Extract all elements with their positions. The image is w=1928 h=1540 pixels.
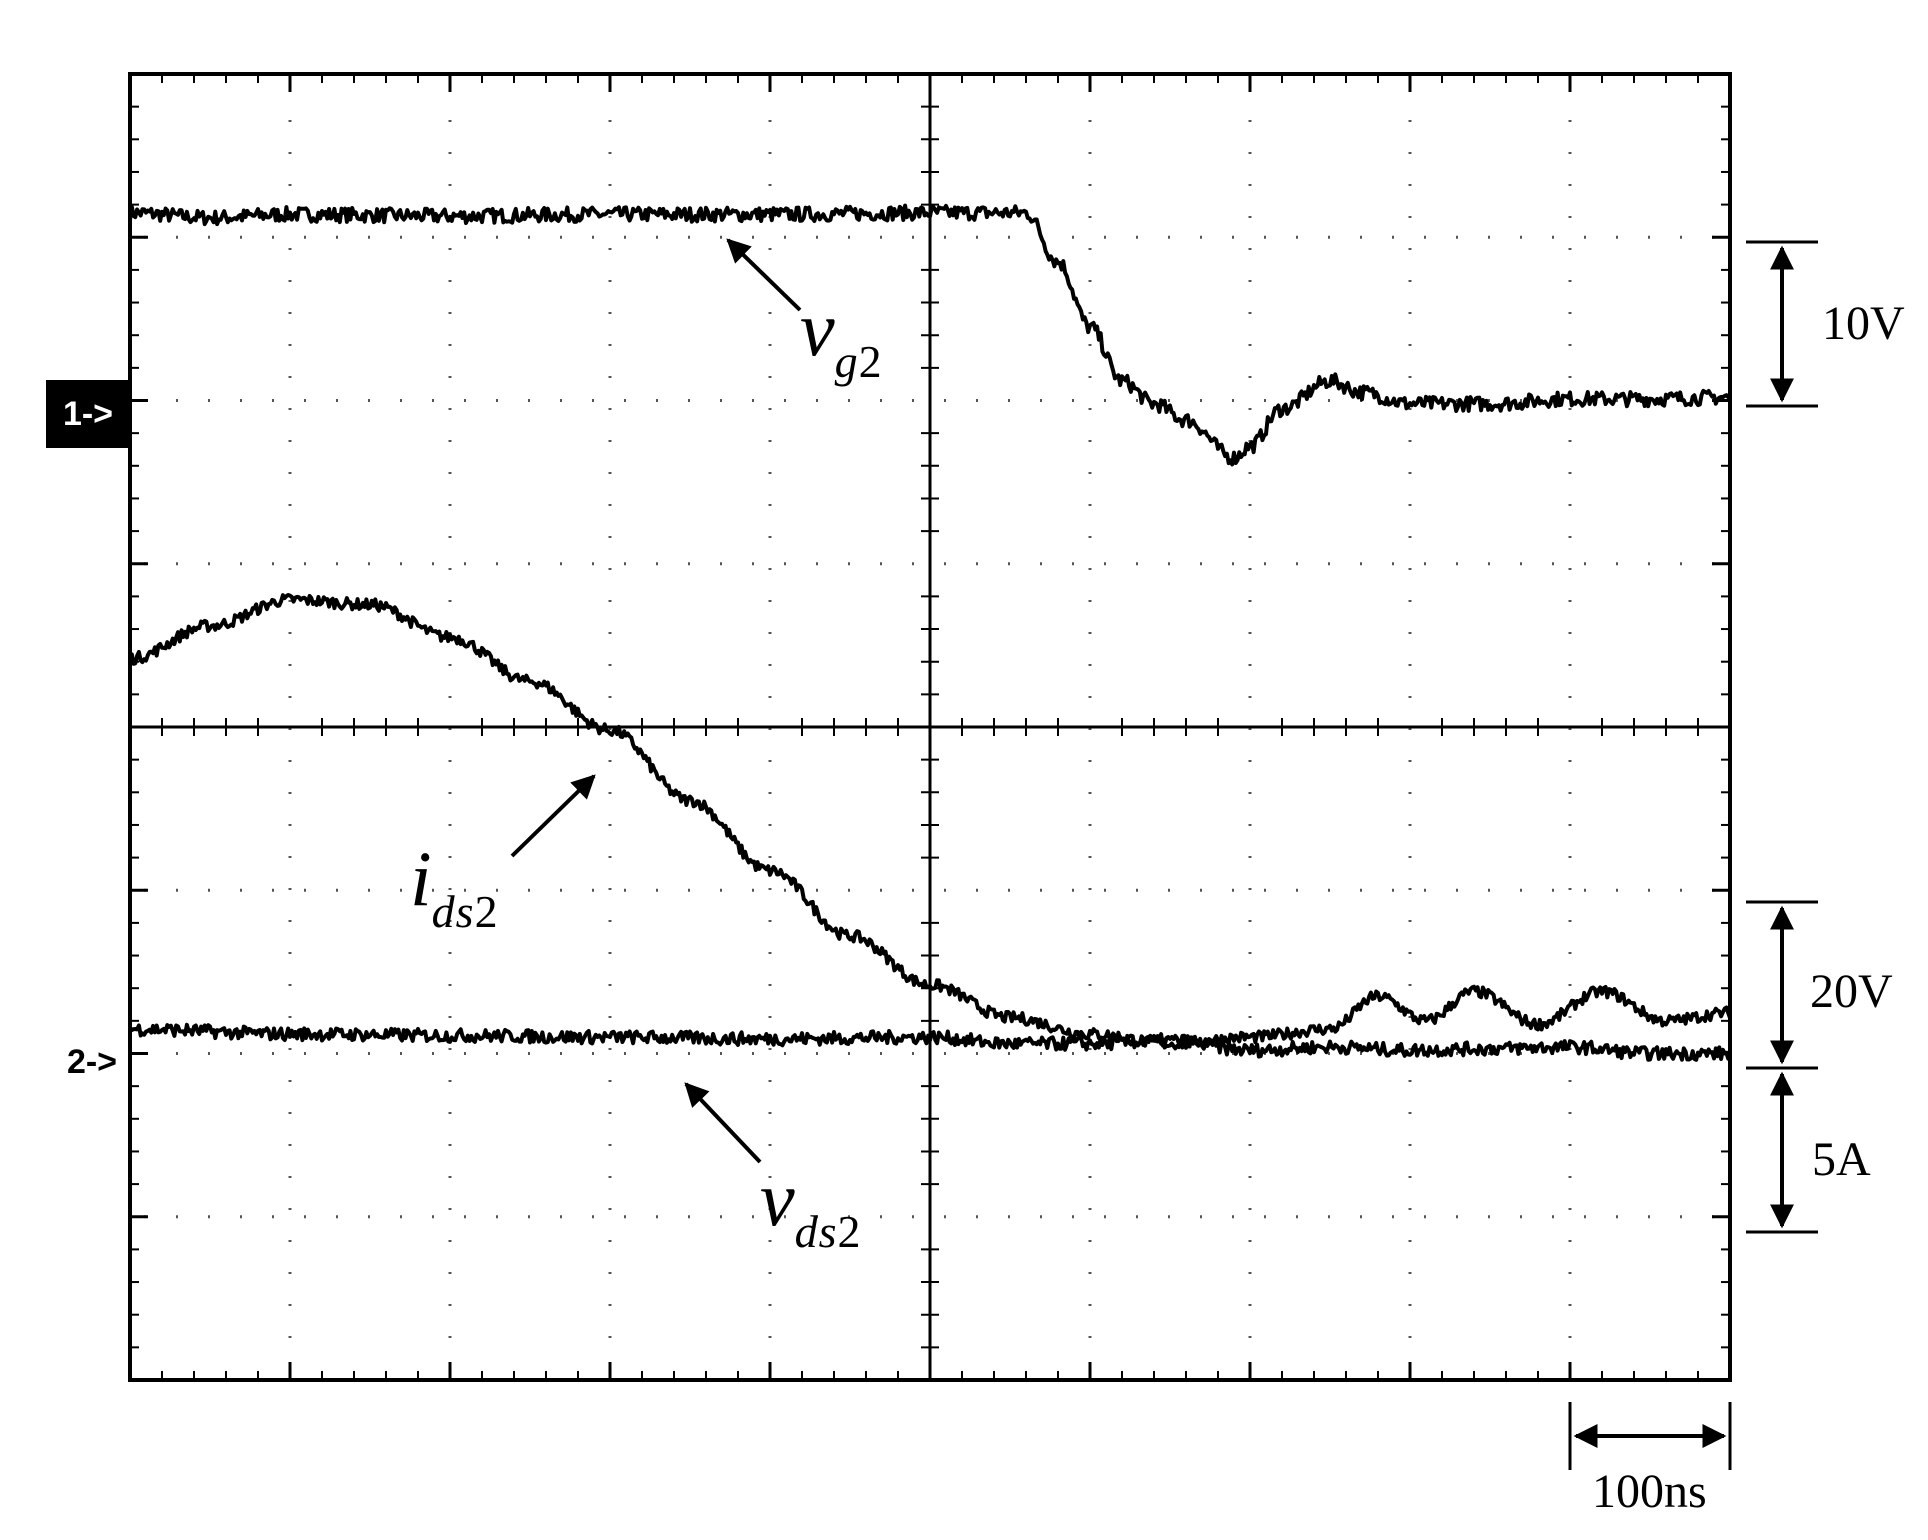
channel-1-marker: 1-> [46, 380, 130, 448]
scale-label-5a: 5A [1812, 1133, 1871, 1186]
trace-vg2 [128, 203, 1732, 467]
channel-2-marker: 2-> [66, 1042, 118, 1081]
vds2-label: vds2 [760, 1155, 862, 1257]
traces [128, 203, 1732, 1062]
annotations [510, 238, 1818, 1470]
scale-label-100ns: 100ns [1592, 1465, 1707, 1518]
ids2-label: ids2 [410, 835, 499, 937]
graticule [128, 72, 1732, 1382]
scale-label-10v: 10V [1822, 297, 1905, 350]
scale-label-20v: 20V [1810, 965, 1893, 1018]
ids2-pointer-arrow [510, 774, 596, 858]
vds2-pointer-arrow [684, 1082, 762, 1164]
trace-ids2 [128, 593, 1732, 1051]
vg2-label: vg2 [800, 285, 883, 387]
trace-vds2 [128, 1022, 1732, 1062]
vg2-pointer-arrow [726, 238, 802, 312]
